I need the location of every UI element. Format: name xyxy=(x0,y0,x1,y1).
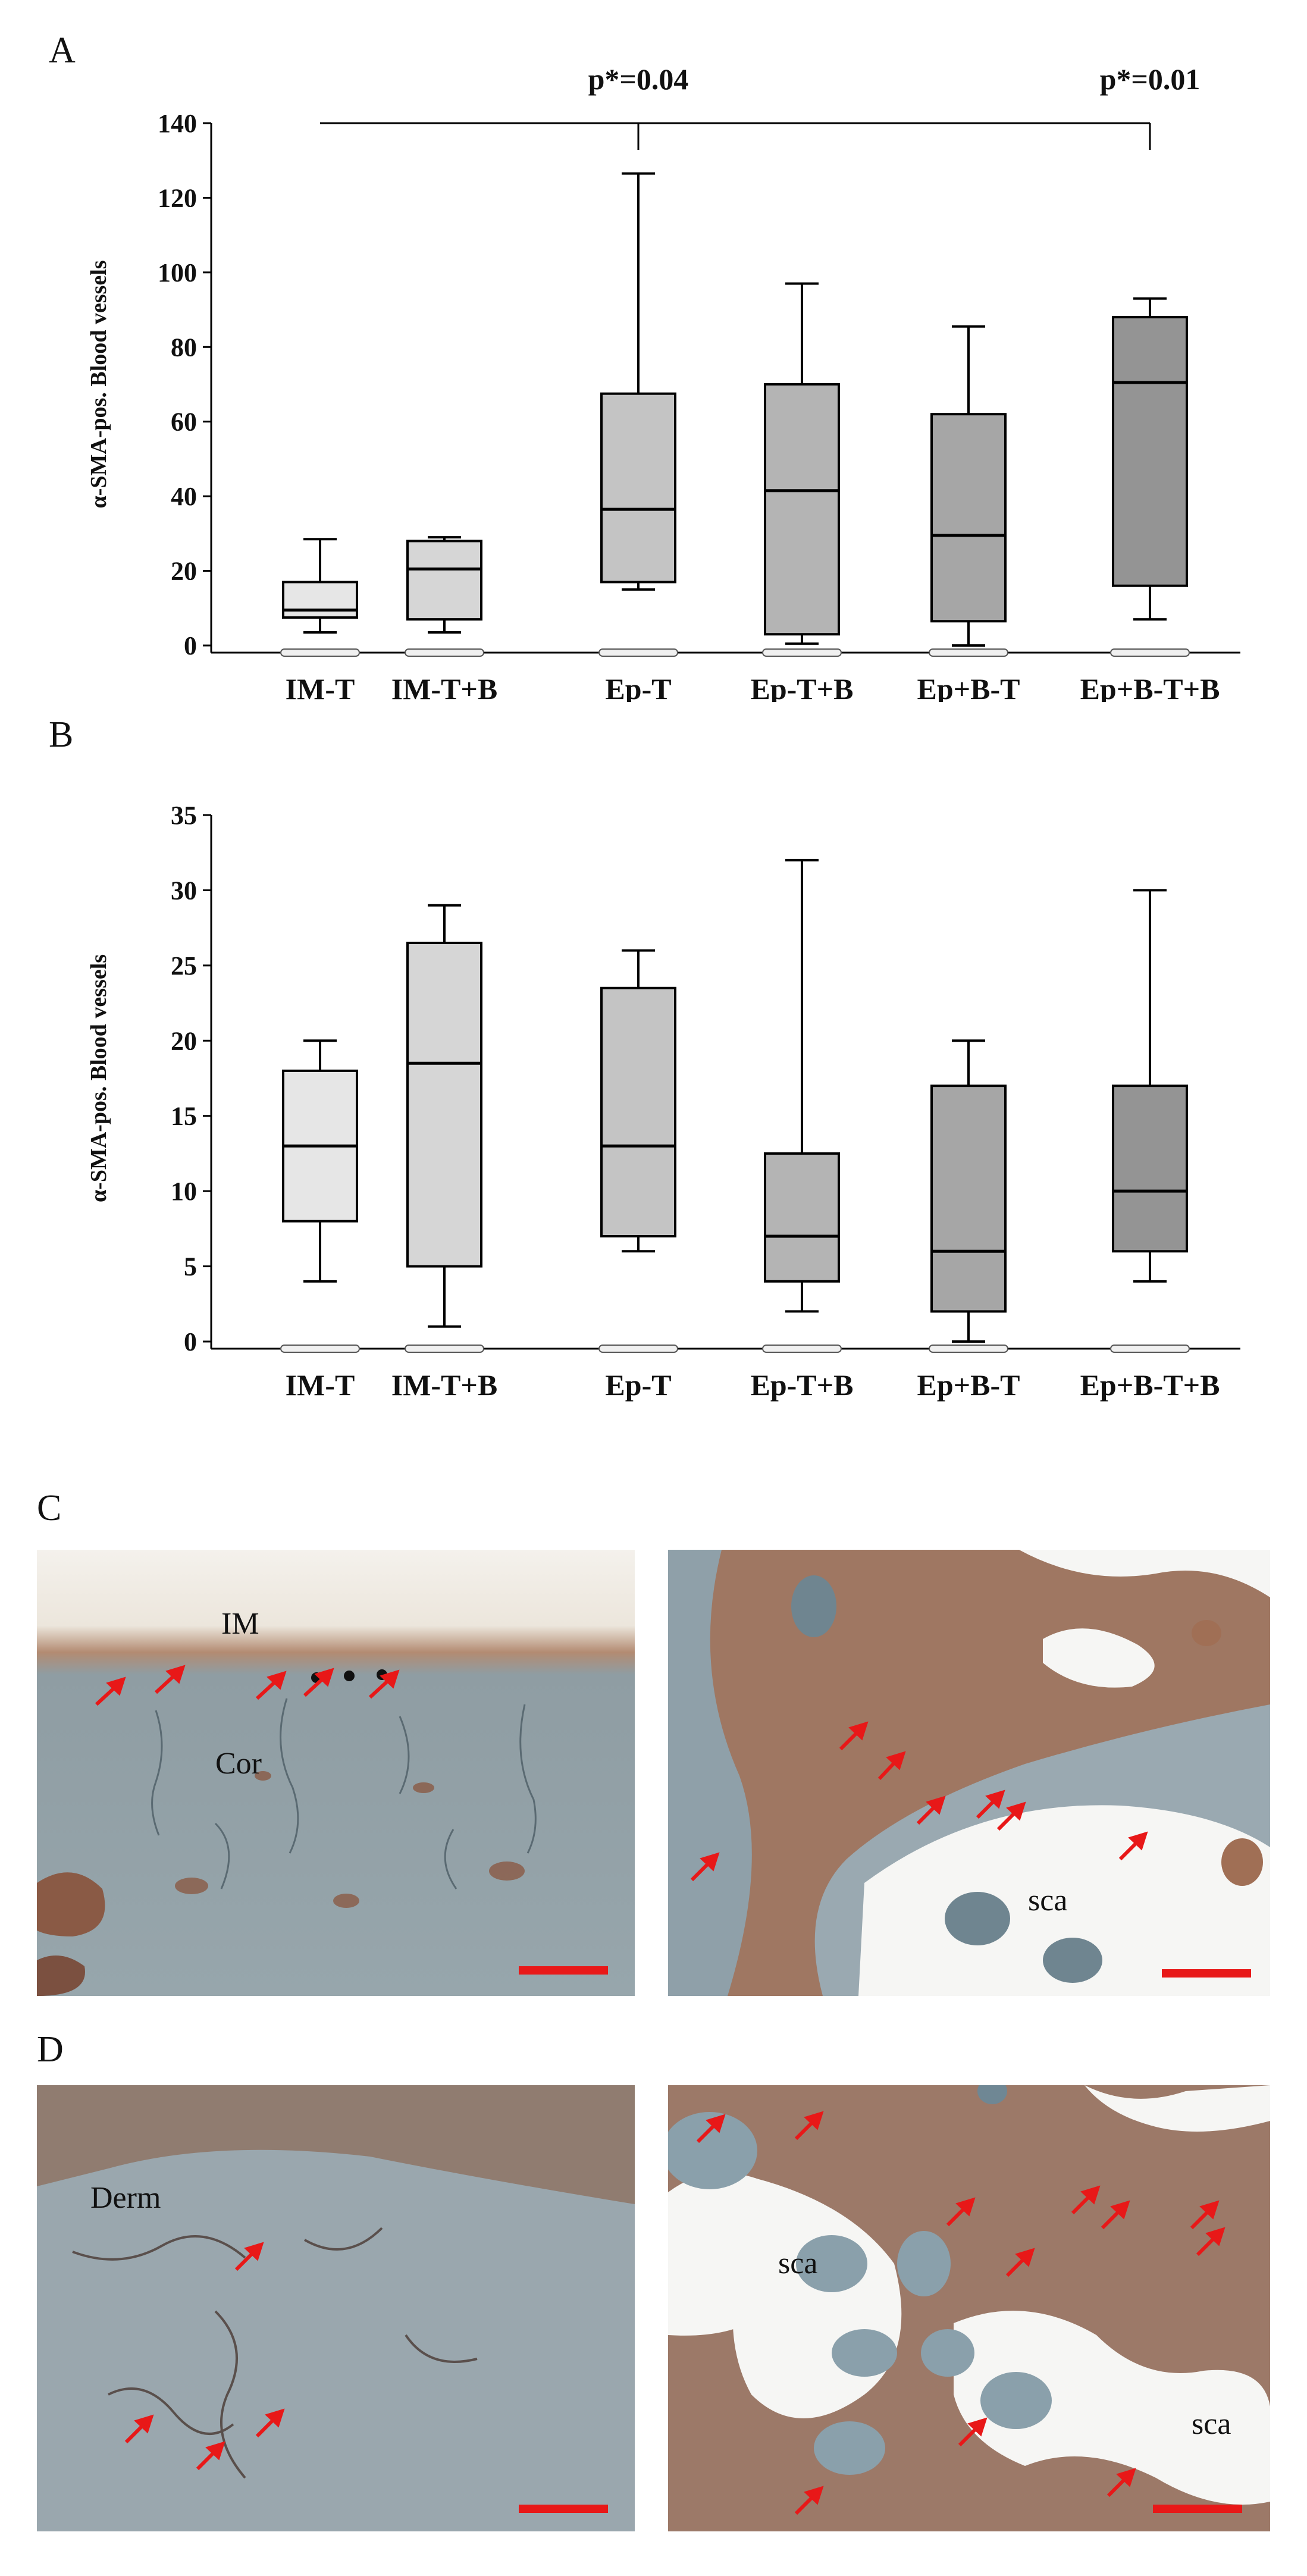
micrograph-c-right: sca xyxy=(668,1550,1270,1996)
box-plot-chart-b: 0 5 10 15 20 25 30 35 α-SMA-pos. Blood vessels IM… xyxy=(86,801,1240,1402)
y-tick-label: 10 xyxy=(171,1177,197,1206)
x-category-label: IM-T xyxy=(286,672,355,702)
box-iqr xyxy=(930,1085,1007,1313)
y-tick-label: 100 xyxy=(158,258,197,287)
x-category-label: Ep-T+B xyxy=(751,1368,854,1402)
box-ep-t-b xyxy=(764,858,840,1313)
x-axis-marker xyxy=(762,1345,842,1353)
y-tick-label: 35 xyxy=(171,801,197,830)
y-axis-label: α-SMA-pos. Blood vessels xyxy=(86,260,111,508)
x-category-label: IM-T xyxy=(286,1368,355,1402)
box-plot-chart-a: 0 20 40 60 80 100 120 140 α-SMA-pos. Blood vesse… xyxy=(86,62,1240,702)
label-cor: Cor xyxy=(215,1747,262,1781)
scale-bar xyxy=(519,1966,608,1975)
x-axis-marker xyxy=(762,648,842,657)
x-category-label: IM-T+B xyxy=(391,1368,498,1402)
label-sca: sca xyxy=(778,2246,818,2280)
y-tick-label: 25 xyxy=(171,951,197,980)
scale-bar xyxy=(1162,1969,1251,1978)
box-iqr xyxy=(406,941,482,1268)
box-ep-b-t xyxy=(930,1039,1007,1343)
y-tick-label: 0 xyxy=(184,631,197,660)
x-category-label: Ep-T+B xyxy=(751,672,854,702)
box-ep-t-b xyxy=(764,282,840,645)
y-tick-label: 140 xyxy=(158,109,197,138)
x-category-label: Ep+B-T+B xyxy=(1080,1368,1220,1402)
y-tick-label: 120 xyxy=(158,183,197,212)
scale-bar xyxy=(1153,2505,1242,2513)
panel-letter-a: A xyxy=(49,30,76,71)
p-value-annotation: p*=0.01 xyxy=(1100,62,1201,96)
x-axis-marker xyxy=(929,1345,1008,1353)
x-axis-marker xyxy=(598,648,678,657)
x-axis-marker xyxy=(405,1345,484,1353)
micrograph-c-left: IM Cor xyxy=(37,1550,635,1996)
micrograph-d-left: Derm xyxy=(37,2085,635,2531)
label-sca: sca xyxy=(1192,2407,1231,2441)
box-iqr xyxy=(1112,316,1188,587)
x-axis-marker xyxy=(1110,1345,1190,1353)
panel-letter-c: C xyxy=(37,1488,62,1528)
x-category-label: Ep+B-T xyxy=(917,672,1020,702)
p-value-annotation: p*=0.04 xyxy=(588,62,689,96)
y-tick-label: 30 xyxy=(171,876,197,905)
x-axis-marker xyxy=(598,1345,678,1353)
x-category-label: Ep-T xyxy=(605,672,671,702)
x-category-label: Ep+B-T xyxy=(917,1368,1020,1402)
y-tick-label: 20 xyxy=(171,1026,197,1055)
box-im-t xyxy=(282,538,358,634)
y-tick-label: 40 xyxy=(171,482,197,511)
micrograph-d-right: sca sca xyxy=(668,2085,1270,2531)
x-axis-marker xyxy=(280,1345,360,1353)
box-iqr xyxy=(764,383,840,636)
box-im-t xyxy=(282,1039,358,1283)
box-iqr xyxy=(600,392,676,584)
x-axis-marker xyxy=(405,648,484,657)
label-derm: Derm xyxy=(90,2181,161,2215)
box-ep-t xyxy=(600,172,676,591)
box-iqr xyxy=(406,540,482,621)
scale-bar xyxy=(519,2505,608,2513)
box-ep-t xyxy=(600,949,676,1253)
y-tick-label: 60 xyxy=(171,408,197,437)
box-ep-b-t-b xyxy=(1112,297,1188,621)
panel-letter-b: B xyxy=(49,714,74,755)
y-tick-label: 15 xyxy=(171,1102,197,1131)
y-tick-label: 5 xyxy=(184,1252,197,1281)
box-im-t-b xyxy=(406,536,482,634)
y-tick-label: 80 xyxy=(171,333,197,362)
box-im-t-b xyxy=(406,904,482,1328)
box-iqr xyxy=(764,1152,840,1283)
x-axis-marker xyxy=(1110,648,1190,657)
box-ep-b-t xyxy=(930,325,1007,647)
x-category-label: IM-T+B xyxy=(391,672,498,702)
box-iqr xyxy=(1112,1085,1188,1253)
x-category-label: Ep-T xyxy=(605,1368,671,1402)
label-sca: sca xyxy=(1028,1884,1068,1917)
y-tick-label: 20 xyxy=(171,557,197,586)
x-category-label: Ep+B-T+B xyxy=(1080,672,1220,702)
label-im: IM xyxy=(221,1607,259,1641)
box-iqr xyxy=(282,581,358,619)
x-axis-marker xyxy=(929,648,1008,657)
x-axis-marker xyxy=(280,648,360,657)
box-iqr xyxy=(600,986,676,1237)
y-axis-label: α-SMA-pos. Blood vessels xyxy=(86,954,111,1202)
panel-letter-d: D xyxy=(37,2029,64,2070)
y-tick-label: 0 xyxy=(184,1327,197,1356)
box-ep-b-t-b xyxy=(1112,889,1188,1283)
box-iqr xyxy=(930,413,1007,623)
